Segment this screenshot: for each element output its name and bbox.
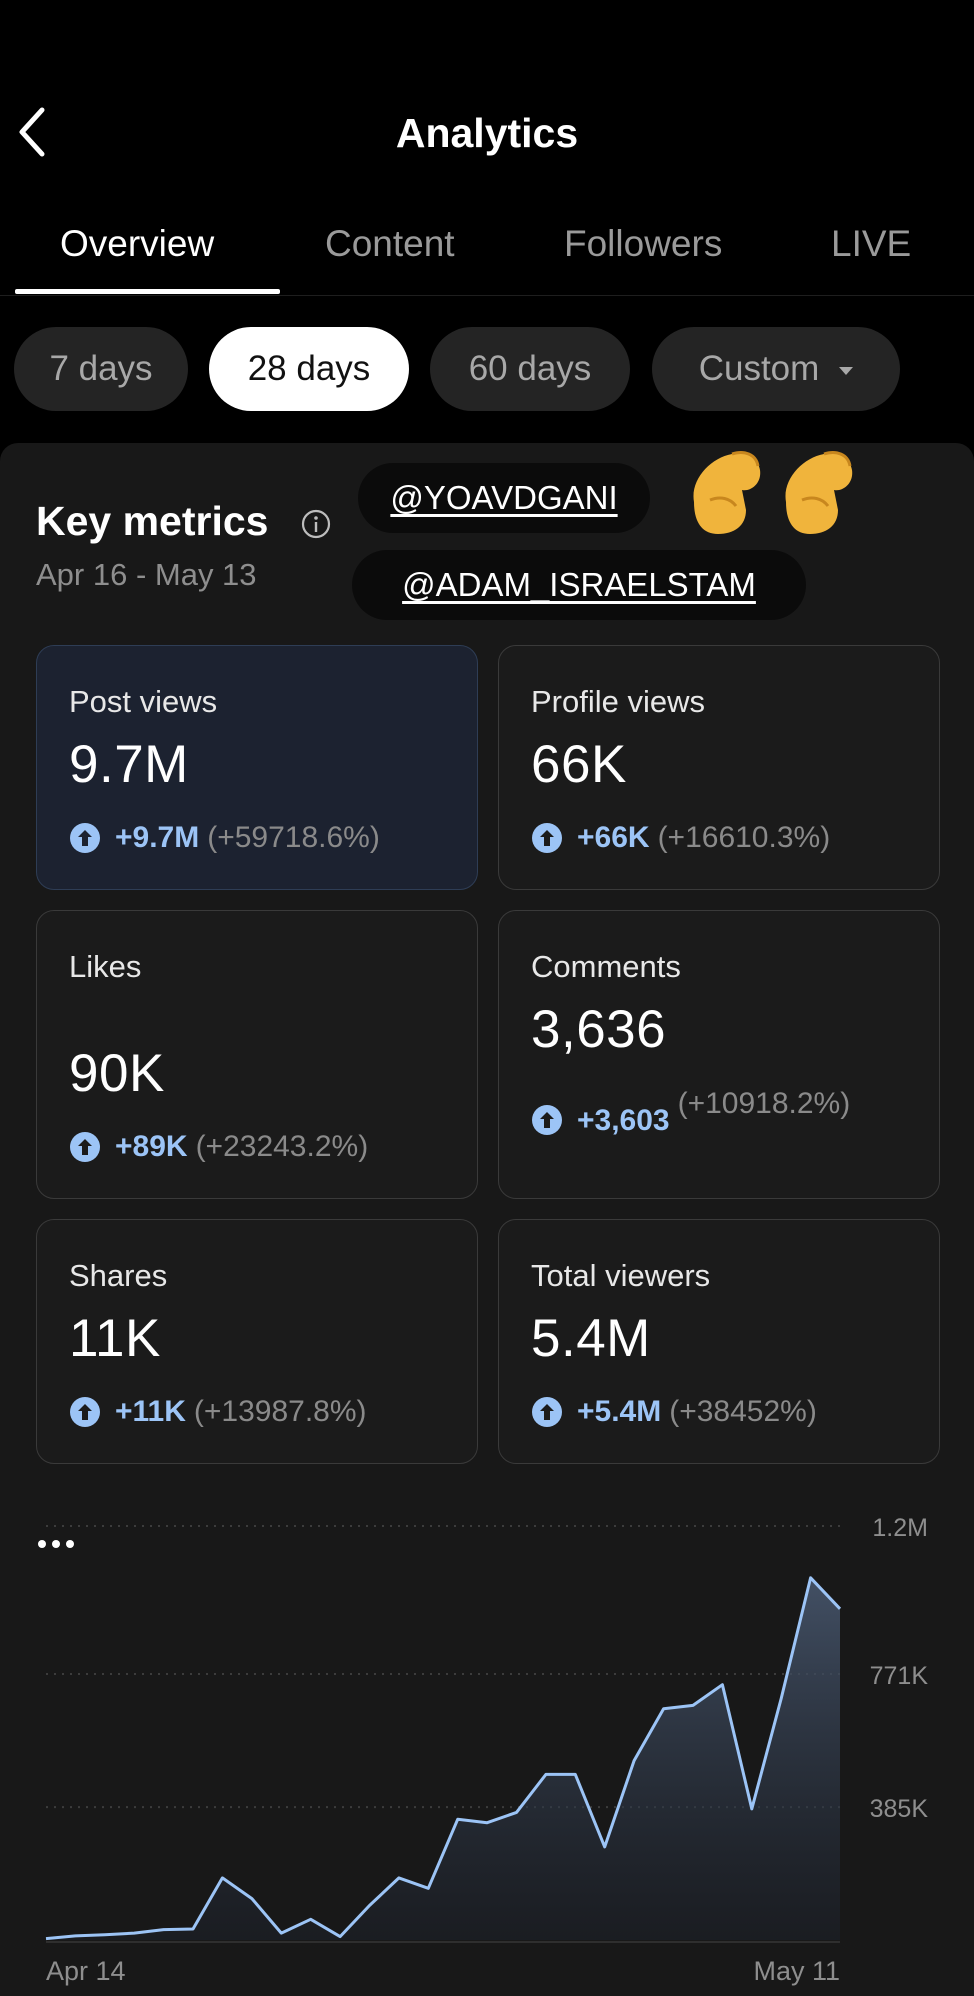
arrow-up-circle-icon <box>70 1397 100 1427</box>
metric-delta-pct: (+10918.2%) <box>677 1087 851 1120</box>
metric-label: Post views <box>69 684 218 719</box>
metric-delta: +5.4M (+38452%) <box>531 1395 817 1429</box>
tab-followers[interactable]: Followers <box>564 223 723 264</box>
overlay-tag-yoavdgani: @YOAVDGANI <box>358 463 650 533</box>
metric-value: 11K <box>69 1309 161 1368</box>
arrow-up-circle-icon <box>70 823 100 853</box>
metric-label: Total viewers <box>531 1258 711 1293</box>
key-metrics-date-range: Apr 16 - May 13 <box>36 557 257 592</box>
range-7-days[interactable]: 7 days <box>14 327 188 411</box>
tab-overview[interactable]: Overview <box>60 223 215 264</box>
metric-delta-abs: +3,603 <box>577 1104 670 1137</box>
metric-delta-pct: (+16610.3%) <box>657 821 831 854</box>
tab-content[interactable]: Content <box>325 223 455 264</box>
range-7-days-label: 7 days <box>49 349 153 388</box>
metric-delta: +9.7M (+59718.6%) <box>69 821 380 855</box>
metric-delta-abs: +9.7M <box>115 821 200 854</box>
metric-delta-abs: +89K <box>115 1130 188 1163</box>
metric-delta-abs: +11K <box>115 1395 186 1428</box>
arrow-up-circle-icon <box>532 1397 562 1427</box>
range-custom-dropdown[interactable]: Custom <box>652 327 900 411</box>
range-28-days[interactable]: 28 days <box>209 327 409 411</box>
metric-value: 3,636 <box>531 1000 667 1059</box>
metric-value: 90K <box>69 1044 165 1103</box>
metric-label: Comments <box>531 949 681 984</box>
overlay-tag-text: @ADAM_ISRAELSTAM <box>402 566 756 603</box>
metric-delta-pct: (+23243.2%) <box>195 1130 369 1163</box>
overlay-tag-text: @YOAVDGANI <box>390 479 618 516</box>
metric-delta: +3,603 (+10918.2%) <box>531 1086 911 1138</box>
date-range-selector: 7 days 28 days 60 days Custom <box>0 327 974 411</box>
metric-delta: +66K (+16610.3%) <box>531 821 830 855</box>
app-header: Analytics <box>0 0 974 215</box>
metric-delta-abs: +5.4M <box>577 1395 662 1428</box>
active-tab-indicator <box>15 289 280 294</box>
metric-delta-pct: (+13987.8%) <box>193 1395 367 1428</box>
range-custom-label: Custom <box>698 349 820 388</box>
tab-bar: Overview Content Followers LIVE <box>0 215 974 296</box>
y-tick-label: 1.2M <box>872 1514 928 1542</box>
metric-card-likes[interactable]: Likes 90K +89K (+23243.2%) <box>36 910 478 1199</box>
metric-delta-pct: (+38452%) <box>669 1395 817 1428</box>
tab-live[interactable]: LIVE <box>831 223 912 264</box>
metric-label: Shares <box>69 1258 168 1293</box>
metric-delta: +89K (+23243.2%) <box>69 1130 368 1164</box>
metric-label: Likes <box>69 949 142 984</box>
y-tick-label: 771K <box>870 1662 929 1690</box>
overlay-tag-adam-israelstam: @ADAM_ISRAELSTAM <box>352 550 806 620</box>
metric-value: 66K <box>531 735 627 794</box>
info-icon[interactable] <box>300 508 332 540</box>
page-title: Analytics <box>395 110 579 156</box>
pinched-fingers-emoji-icon <box>693 451 853 534</box>
arrow-up-circle-icon <box>532 1105 562 1135</box>
arrow-up-circle-icon <box>532 823 562 853</box>
range-60-days-label: 60 days <box>468 349 592 388</box>
arrow-up-circle-icon <box>70 1132 100 1162</box>
range-60-days[interactable]: 60 days <box>430 327 630 411</box>
metric-delta-abs: +66K <box>577 821 650 854</box>
y-tick-label: 385K <box>870 1795 929 1823</box>
chart-series-line <box>45 1576 842 1941</box>
metric-delta: +11K (+13987.8%) <box>69 1395 367 1429</box>
x-axis-start-label: Apr 14 <box>46 1956 126 1986</box>
range-28-days-label: 28 days <box>247 349 371 388</box>
metric-label: Profile views <box>531 684 705 719</box>
metric-card-comments[interactable]: Comments 3,636 +3,603 (+10918.2%) <box>498 910 940 1199</box>
metric-value: 9.7M <box>69 735 189 794</box>
key-metrics-title: Key metrics <box>36 498 269 544</box>
caret-down-icon <box>839 367 854 375</box>
post-views-chart: 1.2M 771K 385K Apr 14 May 11 <box>45 1514 929 1986</box>
metric-card-profile-views[interactable]: Profile views 66K +66K (+16610.3%) <box>498 645 940 890</box>
more-options-icon[interactable] <box>36 1536 76 1552</box>
metric-card-total-viewers[interactable]: Total viewers 5.4M +5.4M (+38452%) <box>498 1219 940 1464</box>
metric-value: 5.4M <box>531 1309 651 1368</box>
chart-area-fill <box>46 1577 840 1940</box>
metric-delta-pct: (+59718.6%) <box>207 821 380 854</box>
back-arrow-icon[interactable] <box>14 104 54 160</box>
metric-card-shares[interactable]: Shares 11K +11K (+13987.8%) <box>36 1219 478 1464</box>
x-axis-end-label: May 11 <box>753 1956 840 1986</box>
metric-card-post-views[interactable]: Post views 9.7M +9.7M (+59718.6%) <box>36 645 478 890</box>
